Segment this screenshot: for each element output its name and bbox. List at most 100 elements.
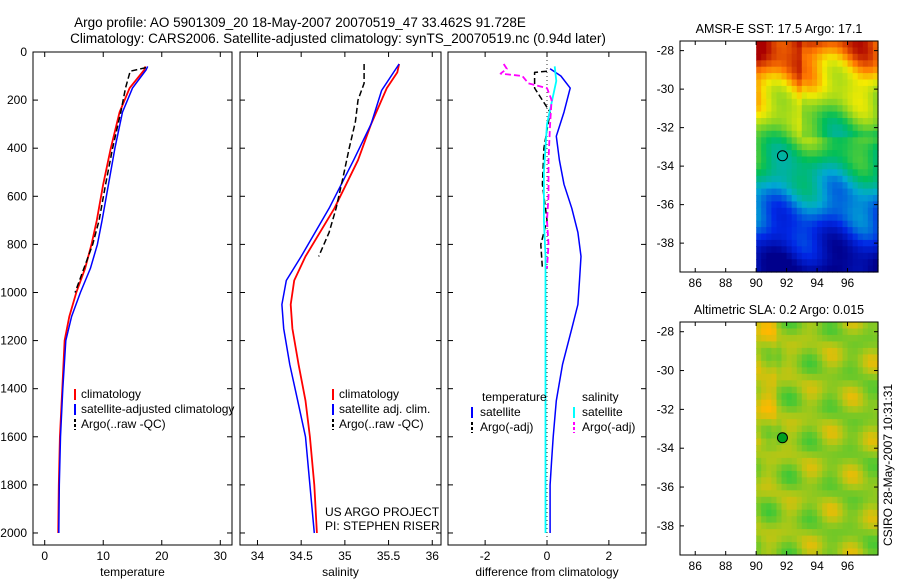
heat-cell <box>771 373 778 381</box>
heat-cell <box>837 490 844 498</box>
heat-cell <box>786 207 793 215</box>
heat-cell <box>847 360 854 368</box>
heat-cell <box>857 175 864 183</box>
heat-cell <box>817 259 823 267</box>
heat-cell <box>862 73 869 81</box>
heat-cell <box>776 220 783 228</box>
heat-cell <box>847 419 854 427</box>
heat-cell <box>786 182 793 190</box>
heat-cell <box>827 464 833 472</box>
heat-cell <box>796 548 803 556</box>
heat-cell <box>796 425 803 433</box>
heat-cell <box>776 85 783 93</box>
heat-cell <box>806 425 813 433</box>
heat-cell <box>862 509 869 517</box>
heat-cell <box>796 98 803 106</box>
heat-cell <box>761 98 767 106</box>
heat-cell <box>862 239 869 247</box>
heat-cell <box>812 175 818 183</box>
heat-cell <box>756 380 762 388</box>
heat-cell <box>867 529 874 537</box>
heat-cell <box>862 156 869 164</box>
heat-cell <box>801 354 808 362</box>
salinity-axes-box <box>239 51 442 546</box>
heat-cell <box>857 529 864 537</box>
heat-cell <box>801 150 808 158</box>
heat-cell <box>817 105 823 113</box>
heat-cell <box>766 79 772 87</box>
heat-cell <box>862 175 869 183</box>
heat-cell <box>837 47 844 55</box>
heat-cell <box>822 386 828 394</box>
heat-cell <box>862 118 869 125</box>
heat-cell <box>791 516 798 524</box>
heat-cell <box>801 393 808 401</box>
heat-cell <box>862 360 869 368</box>
heat-cell <box>781 162 788 170</box>
heat-cell <box>827 354 833 362</box>
heat-cell <box>812 347 818 355</box>
heat-cell <box>842 509 849 517</box>
heat-cell <box>766 233 772 241</box>
heat-cell <box>786 259 793 267</box>
heat-cell <box>806 393 813 401</box>
heat-cell <box>857 406 864 414</box>
heat-cell <box>756 328 762 336</box>
heat-cell <box>791 227 798 235</box>
heat-cell <box>766 66 772 74</box>
heat-cell <box>822 239 828 247</box>
heat-cell <box>872 98 879 106</box>
heat-cell <box>801 347 808 355</box>
heat-cell <box>867 85 874 93</box>
heat-cell <box>761 542 767 550</box>
heat-cell <box>801 451 808 459</box>
heat-cell <box>791 406 798 414</box>
heat-cell <box>872 195 879 202</box>
sst_map-axes-box <box>679 40 879 273</box>
heat-cell <box>761 548 767 556</box>
heat-cell <box>791 85 798 93</box>
heat-cell <box>827 412 833 420</box>
heat-cell <box>817 373 823 381</box>
heat-cell <box>796 445 803 453</box>
heat-cell <box>776 516 783 524</box>
heat-cell <box>827 60 833 68</box>
heat-cell <box>862 535 869 543</box>
heat-cell <box>791 503 798 511</box>
heat-cell <box>812 246 818 254</box>
heat-cell <box>847 85 854 93</box>
heat-cell <box>776 477 783 485</box>
heat-cell <box>796 419 803 427</box>
heat-cell <box>847 124 854 132</box>
heat-cell <box>756 490 762 498</box>
heat-cell <box>827 367 833 375</box>
heat-cell <box>786 341 793 349</box>
heat-cell <box>796 457 803 465</box>
heat-cell <box>791 360 798 368</box>
heat-cell <box>781 207 788 215</box>
heat-cell <box>822 105 828 113</box>
heat-cell <box>771 60 778 68</box>
heat-cell <box>771 470 778 478</box>
y-tick-label: 0 <box>20 45 27 59</box>
heat-cell <box>766 529 772 537</box>
heat-cell <box>761 341 767 349</box>
heat-cell <box>847 464 854 472</box>
heat-cell <box>786 412 793 420</box>
heat-cell <box>857 322 864 330</box>
heat-cell <box>867 373 874 381</box>
heat-cell <box>771 516 778 524</box>
heat-cell <box>801 60 808 68</box>
heat-cell <box>842 483 849 491</box>
x-tick-label: 30 <box>214 549 228 563</box>
heat-cell <box>786 214 793 222</box>
heat-cell <box>796 124 803 132</box>
heat-cell <box>847 201 854 209</box>
heat-cell <box>837 162 844 170</box>
heat-cell <box>817 328 823 336</box>
heat-cell <box>832 432 838 440</box>
heat-cell <box>847 111 854 119</box>
heat-cell <box>847 470 854 478</box>
heat-cell <box>867 425 874 433</box>
heat-cell <box>791 432 798 440</box>
